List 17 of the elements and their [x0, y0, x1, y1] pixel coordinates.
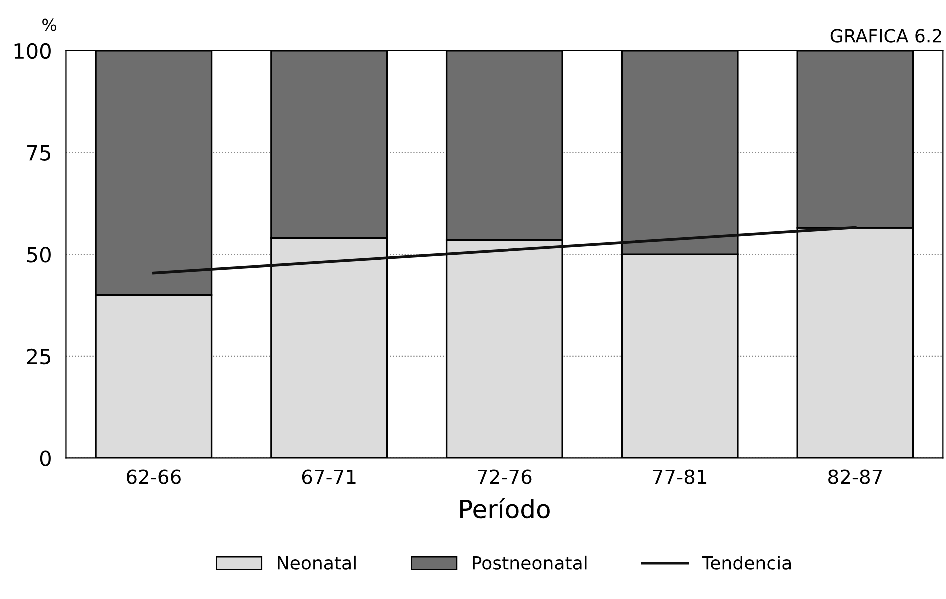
x-tick-label: 77-81: [653, 470, 707, 484]
line-series: [152, 226, 857, 275]
x-tick-label: 67-71: [302, 470, 356, 484]
legend-label: Postneonatal: [473, 556, 587, 570]
y-tick-label: 50: [27, 247, 51, 263]
x-tick-label: 82-87: [828, 470, 882, 484]
y-axis-title: %: [42, 18, 57, 32]
x-axis-title: Período: [460, 498, 550, 519]
x-tick-label: 62-66: [127, 470, 181, 484]
x-tick-label: 72-76: [478, 470, 532, 484]
y-tick-label: 75: [28, 145, 51, 161]
chart-title: GRAFICA 6.2: [830, 29, 942, 43]
legend-label: Neonatal: [278, 556, 356, 570]
legend-label: Tendencia: [702, 556, 792, 570]
y-tick-label: 25: [27, 348, 51, 365]
y-tick-label: 100: [14, 43, 51, 60]
y-tick-label: 0: [40, 450, 51, 466]
